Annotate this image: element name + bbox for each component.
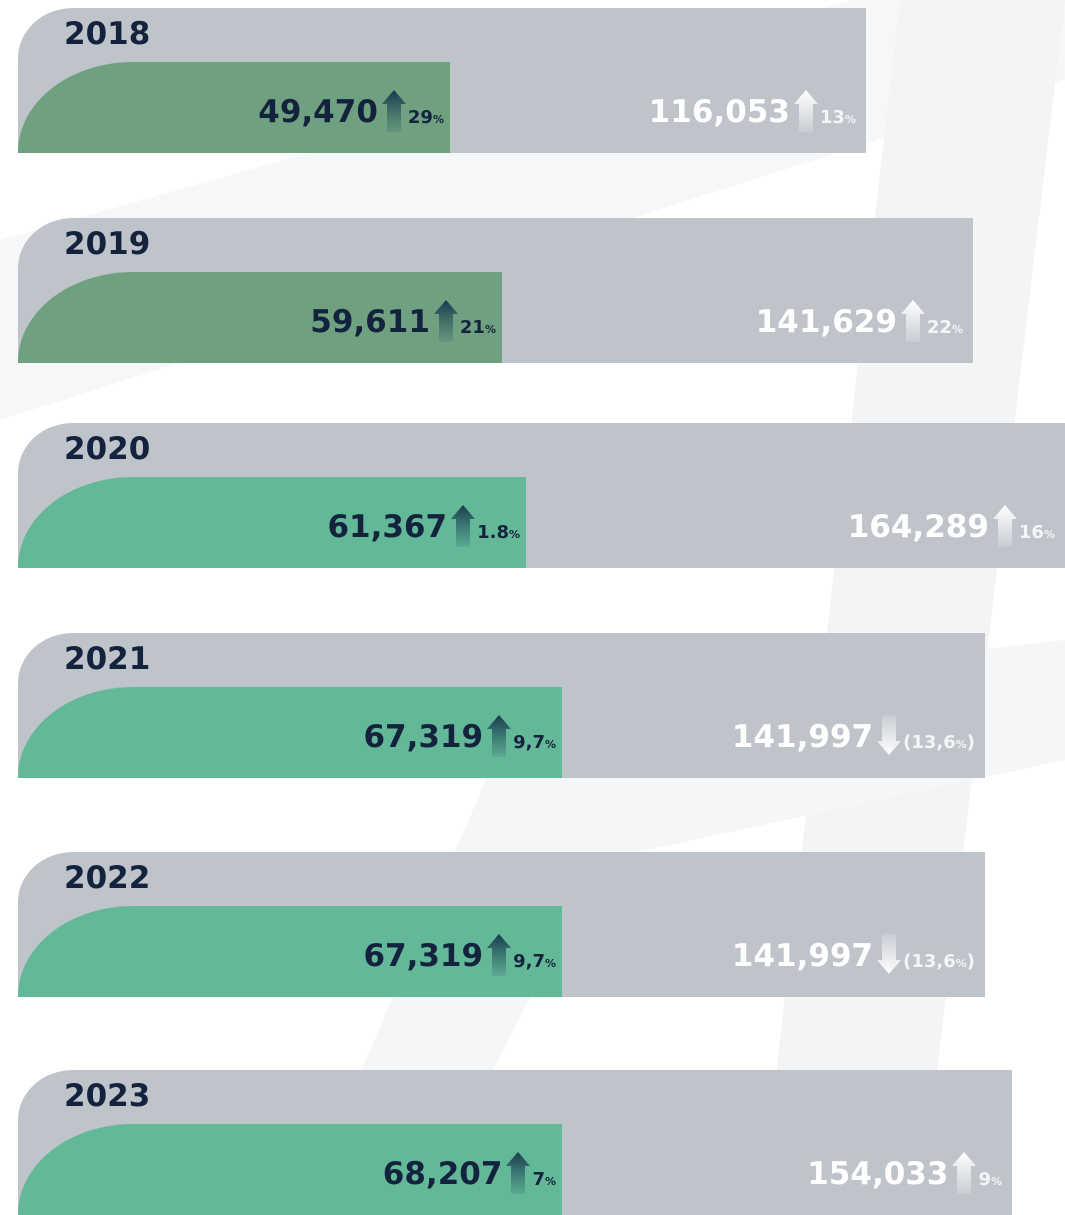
- unit: %: [508, 528, 520, 541]
- change: 13%: [820, 106, 856, 132]
- unit: %: [955, 738, 967, 751]
- unit: %: [844, 113, 856, 126]
- change-value: (13,6: [903, 951, 956, 972]
- arrow-up: [793, 90, 818, 132]
- arrow-up: [952, 1152, 977, 1194]
- outer-figure: 141,629 22%: [756, 292, 963, 342]
- inner-figure: 67,319 9,7%: [363, 707, 556, 757]
- change-value: 16: [1018, 522, 1044, 543]
- change: 1.8%: [477, 521, 520, 547]
- outer-figure: 154,033 9%: [807, 1144, 1002, 1194]
- year-row: 2022 67,319 9,7% 141,997 (13,6%): [18, 852, 985, 997]
- value: 59,611: [310, 304, 430, 340]
- arrow-up: [381, 90, 406, 132]
- unit: %: [544, 1175, 556, 1188]
- change: (13,6%): [903, 731, 975, 757]
- segment-bar: [18, 62, 450, 153]
- value: 68,207: [382, 1156, 503, 1192]
- arrow-up: [433, 300, 458, 342]
- segment-bar: [18, 1124, 562, 1215]
- change: 7%: [532, 1168, 556, 1194]
- change: 9,7%: [513, 731, 556, 757]
- year-label: 2020: [64, 431, 151, 467]
- inner-figure: 68,207 7%: [383, 1144, 556, 1194]
- value: 49,470: [258, 94, 378, 130]
- outer-figure: 141,997 (13,6%): [732, 707, 975, 757]
- segment-bar: [18, 906, 562, 997]
- year-label: 2018: [64, 16, 151, 52]
- segment-bar: [18, 687, 562, 778]
- value: 67,319: [363, 938, 484, 974]
- change: 21%: [460, 316, 496, 342]
- change: 9%: [978, 1168, 1002, 1194]
- value: 67,319: [363, 719, 484, 755]
- arrow-up: [487, 715, 512, 757]
- arrow-up: [506, 1152, 531, 1194]
- arrow-up: [487, 934, 512, 976]
- year-row: 2020 61,367 1.8% 164,289 16%: [18, 423, 1065, 568]
- arrow-down: [877, 934, 902, 974]
- segment-bar: [18, 477, 526, 568]
- change-close: ): [966, 732, 975, 753]
- unit: %: [432, 113, 444, 126]
- inner-figure: 67,319 9,7%: [363, 926, 556, 976]
- value: 61,367: [327, 509, 448, 545]
- year-label: 2022: [64, 860, 151, 896]
- change-value: 22: [926, 317, 952, 338]
- unit: %: [990, 1175, 1002, 1188]
- outer-figure: 116,053 13%: [649, 82, 856, 132]
- inner-figure: 61,367 1.8%: [327, 497, 520, 547]
- value: 141,997: [731, 719, 874, 755]
- arrow-up: [451, 505, 476, 547]
- arrow-up: [992, 505, 1017, 547]
- year-label: 2023: [64, 1078, 151, 1114]
- value: 141,997: [731, 938, 874, 974]
- inner-figure: 59,611 21%: [310, 292, 496, 342]
- unit: %: [1043, 528, 1055, 541]
- unit: %: [951, 323, 963, 336]
- unit: %: [544, 738, 556, 751]
- change-close: ): [966, 951, 975, 972]
- value: 154,033: [807, 1156, 949, 1192]
- change: 16%: [1019, 521, 1055, 547]
- change: 22%: [927, 316, 963, 342]
- change: (13,6%): [903, 950, 975, 976]
- arrow-up: [900, 300, 925, 342]
- unit: %: [484, 323, 496, 336]
- year-row: 2021 67,319 9,7% 141,997 (13,6%): [18, 633, 985, 778]
- outer-figure: 141,997 (13,6%): [732, 926, 975, 976]
- year-row: 2018 49,470 29% 116,053 13%: [18, 8, 866, 153]
- change-value: 9: [978, 1169, 991, 1190]
- segment-bar: [18, 272, 502, 363]
- change-value: 21: [459, 317, 485, 338]
- unit: %: [955, 957, 967, 970]
- year-label: 2019: [64, 226, 151, 262]
- change-value: (13,6: [903, 732, 956, 753]
- year-label: 2021: [64, 641, 151, 677]
- change-value: 13: [819, 107, 845, 128]
- year-row: 2023 68,207 7% 154,033 9%: [18, 1070, 1012, 1215]
- value: 164,289: [847, 509, 989, 545]
- year-row: 2019 59,611 21% 141,629 22%: [18, 218, 973, 363]
- inner-figure: 49,470 29%: [258, 82, 444, 132]
- arrow-down: [877, 715, 902, 755]
- change-value: 1.8: [477, 522, 509, 543]
- change-value: 7: [532, 1169, 545, 1190]
- change-value: 29: [407, 107, 433, 128]
- value: 116,053: [648, 94, 790, 130]
- unit: %: [544, 957, 556, 970]
- change-value: 9,7: [513, 951, 545, 972]
- change: 29%: [408, 106, 444, 132]
- change-value: 9,7: [513, 732, 545, 753]
- change: 9,7%: [513, 950, 556, 976]
- value: 141,629: [755, 304, 897, 340]
- outer-figure: 164,289 16%: [848, 497, 1055, 547]
